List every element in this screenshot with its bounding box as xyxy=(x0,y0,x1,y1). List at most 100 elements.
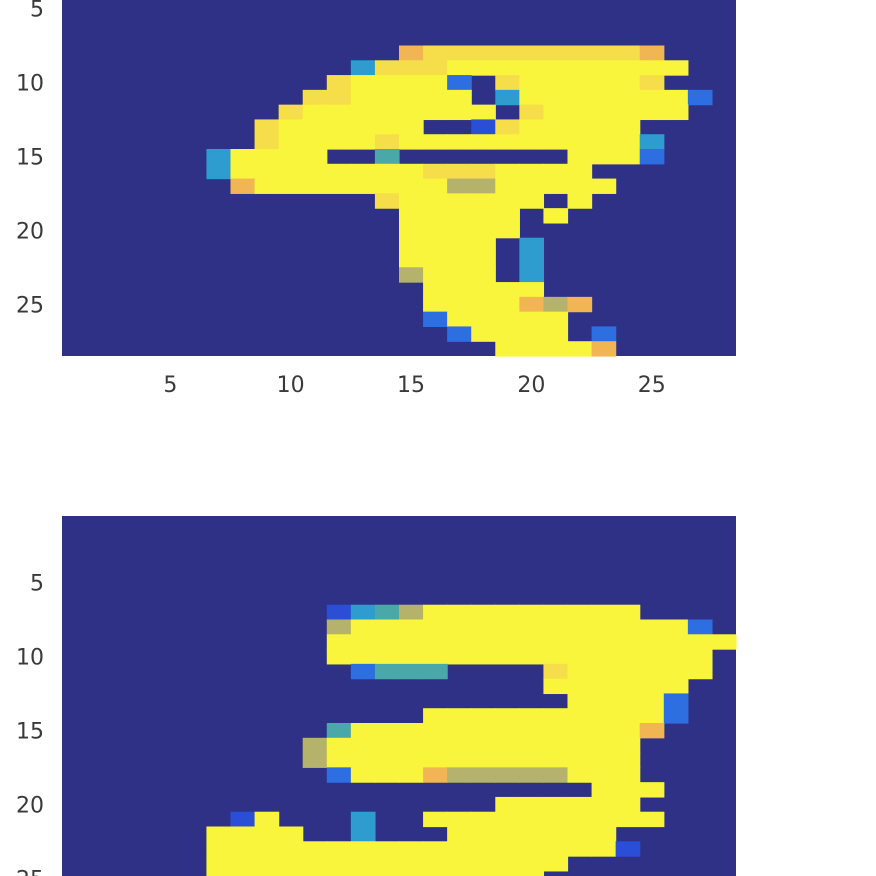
heatmap-cell xyxy=(495,708,520,724)
heatmap-cell xyxy=(591,341,617,357)
heatmap-cell xyxy=(519,341,545,357)
x-tick-label: 20 xyxy=(517,373,545,398)
heatmap-cell xyxy=(206,856,232,872)
heatmap-cell xyxy=(567,341,593,357)
heatmap-cell xyxy=(639,149,665,165)
heatmap-cell xyxy=(423,737,448,754)
heatmap-cell xyxy=(495,163,520,180)
heatmap-cell xyxy=(615,60,641,76)
heatmap-cell xyxy=(471,708,496,724)
heatmap-cell xyxy=(567,149,593,165)
heatmap-cell xyxy=(567,296,593,313)
heatmap-cell xyxy=(447,208,472,224)
heatmap-cell xyxy=(615,782,641,798)
heatmap-cell xyxy=(447,752,472,768)
heatmap-cell xyxy=(374,163,400,180)
heatmap-cell xyxy=(471,311,496,328)
heatmap-cell xyxy=(543,619,569,635)
heatmap-cell xyxy=(591,75,617,91)
heatmap-cell xyxy=(639,89,665,106)
heatmap-cell xyxy=(326,75,352,91)
heatmap-cell xyxy=(495,311,520,328)
heatmap-cell xyxy=(519,45,545,61)
heatmap-cell xyxy=(399,634,424,650)
heatmap-cell xyxy=(206,870,232,876)
heatmap-cell xyxy=(591,149,617,165)
heatmap-cell xyxy=(374,75,400,91)
heatmap-cell xyxy=(567,796,593,813)
heatmap-cell xyxy=(519,604,545,621)
heatmap-cell xyxy=(278,178,304,194)
heatmap-cell xyxy=(567,663,593,680)
heatmap-cell xyxy=(374,752,400,768)
heatmap-cell xyxy=(519,178,545,194)
heatmap-cell xyxy=(471,841,496,857)
heatmap-cell xyxy=(519,870,545,876)
heatmap-cell xyxy=(447,870,472,876)
heatmap-cell xyxy=(687,619,713,635)
heatmap-cell xyxy=(591,649,617,665)
heatmap-cell xyxy=(471,178,496,194)
heatmap-cell xyxy=(471,604,496,621)
heatmap-cell xyxy=(519,737,545,754)
heatmap-cell xyxy=(519,311,545,328)
y-tick-label: 10 xyxy=(16,645,44,670)
heatmap-cell xyxy=(447,326,472,342)
heatmap-cell xyxy=(471,252,496,268)
y-tick-label: 20 xyxy=(16,793,44,818)
heatmap-cell xyxy=(567,752,593,768)
heatmap-cell xyxy=(423,856,448,872)
heatmap-cell xyxy=(543,767,569,783)
heatmap-cell xyxy=(302,89,328,106)
heatmap-cell xyxy=(423,663,448,680)
heatmap-cell xyxy=(254,841,280,857)
heatmap-cell xyxy=(567,75,593,91)
heatmap-cell xyxy=(519,252,545,268)
heatmap-cell xyxy=(471,752,496,768)
heatmap-cell xyxy=(663,89,689,106)
heatmap-cell xyxy=(615,45,641,61)
heatmap-cell xyxy=(278,826,304,842)
heatmap-cell xyxy=(447,178,472,194)
heatmap-cell xyxy=(591,782,617,798)
y-tick-label: 5 xyxy=(30,0,44,23)
heatmap-cell xyxy=(374,193,400,209)
y-tick-label: 15 xyxy=(16,145,44,170)
heatmap-cell xyxy=(615,737,641,754)
heatmap-cell xyxy=(543,604,569,621)
heatmap-cell xyxy=(350,89,376,106)
heatmap-cell xyxy=(495,619,520,635)
heatmap-cell xyxy=(302,870,328,876)
heatmap-cell xyxy=(447,811,472,828)
heatmap-cell xyxy=(350,634,376,650)
heatmap-cell xyxy=(543,163,569,180)
heatmap-cell xyxy=(230,826,256,842)
x-tick-label: 5 xyxy=(163,373,177,398)
heatmap-cell xyxy=(543,45,569,61)
heatmap-cell xyxy=(591,45,617,61)
heatmap-cell xyxy=(543,208,569,224)
heatmap-cell xyxy=(350,178,376,194)
heatmap-cell xyxy=(519,60,545,76)
heatmap-cell xyxy=(591,767,617,783)
heatmap-cell xyxy=(663,693,689,709)
heatmap-cell xyxy=(543,826,569,842)
heatmap-cell xyxy=(543,311,569,328)
heatmap-cell xyxy=(350,737,376,754)
heatmap-cell xyxy=(471,193,496,209)
heatmap-cell xyxy=(326,119,352,135)
heatmap-cell xyxy=(591,663,617,680)
heatmap-cell xyxy=(278,856,304,872)
heatmap-cell xyxy=(350,119,376,135)
heatmap-cell xyxy=(254,163,280,180)
heatmap-cell xyxy=(471,723,496,739)
heatmap-cell xyxy=(302,119,328,135)
heatmap-cell xyxy=(519,826,545,842)
heatmap-cell xyxy=(447,767,472,783)
heatmap-cell xyxy=(495,326,520,342)
heatmap-cell xyxy=(254,149,280,165)
heatmap-cell xyxy=(423,649,448,665)
heatmap-cell xyxy=(447,723,472,739)
heatmap-cell xyxy=(471,767,496,783)
